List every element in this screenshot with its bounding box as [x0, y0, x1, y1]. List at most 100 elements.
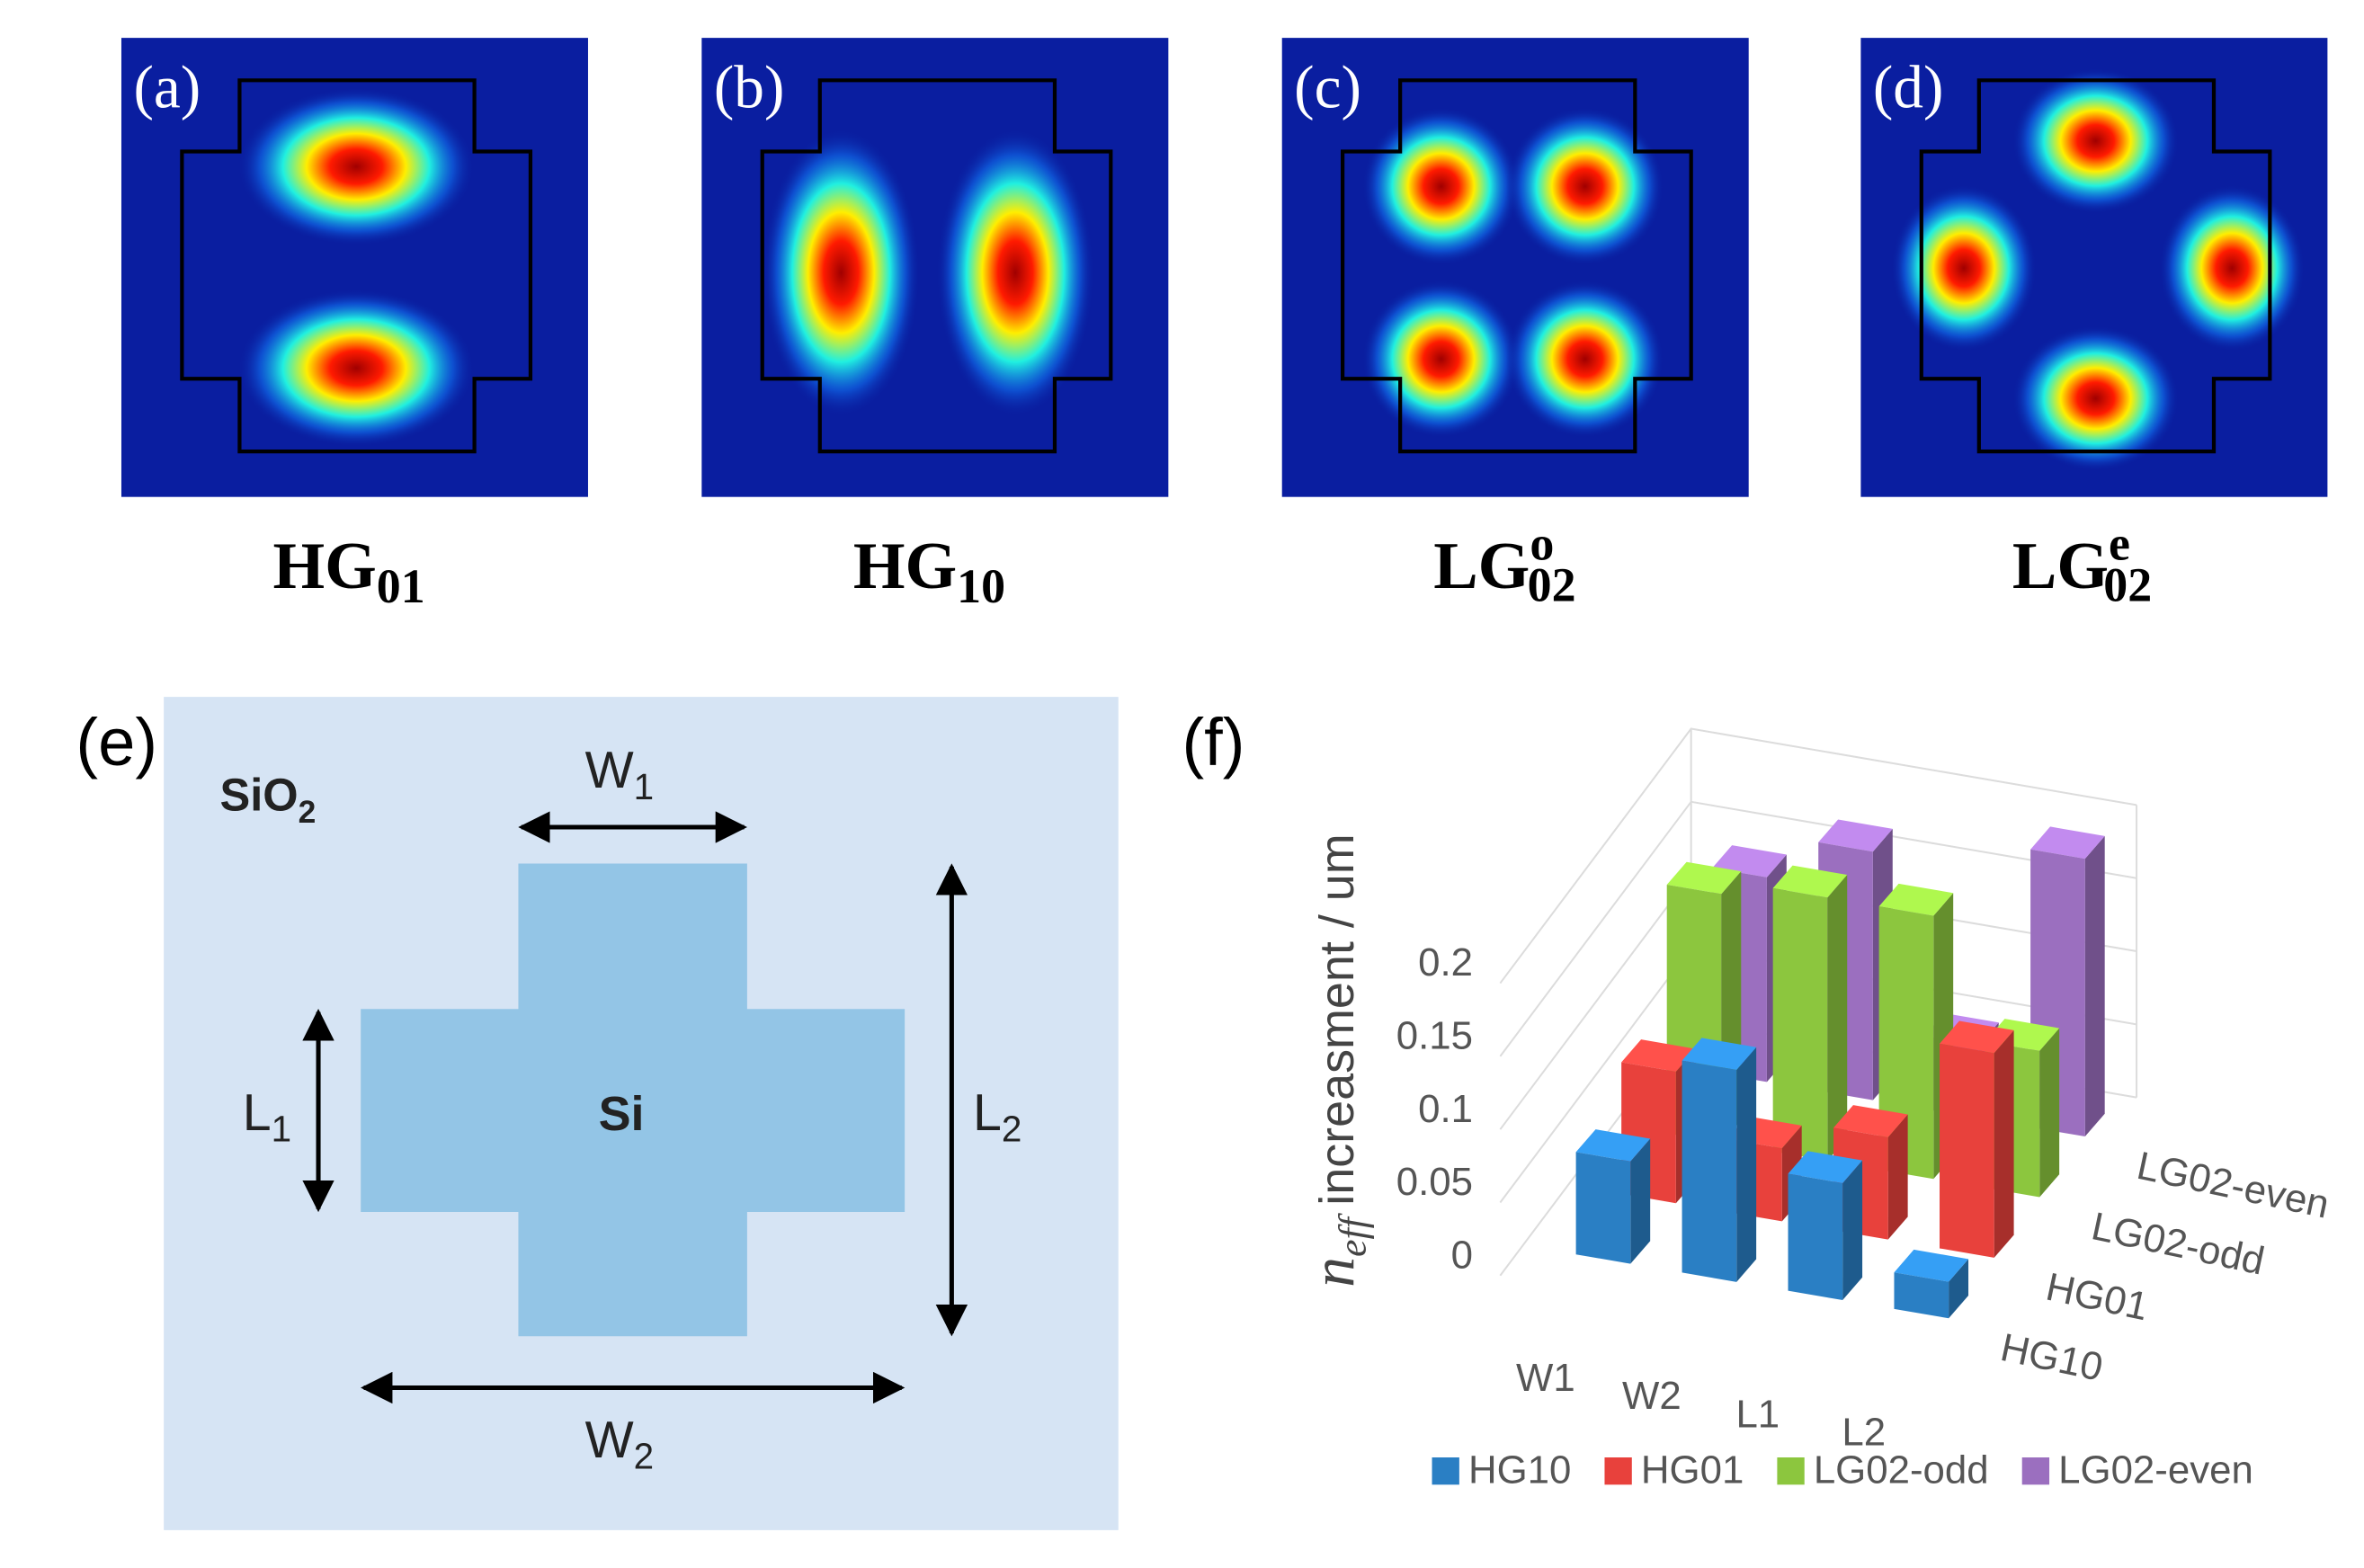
dimension-label-sub: 1 [272, 1109, 292, 1150]
field-lobe [1506, 107, 1664, 265]
mode-caption-sub: 02 [1528, 558, 1576, 612]
y-axis-label: neff increasment / um [1299, 833, 1374, 1287]
bar [1788, 1173, 1843, 1301]
legend-swatch [1432, 1457, 1459, 1485]
legend-label: HG10 [1468, 1448, 1571, 1492]
bar-side [1949, 1259, 1969, 1319]
cladding-base: SiO [220, 769, 299, 820]
mode-caption-base: LG [1433, 530, 1530, 603]
bar-top [1833, 1105, 1908, 1137]
panel-label: (b) [714, 54, 785, 121]
y-label-sub: eff [1331, 1212, 1374, 1257]
bar-top [1788, 1151, 1863, 1183]
bar-side [1827, 875, 1848, 1162]
bar [1940, 1043, 1994, 1258]
series-axis-label: LG02-odd [2088, 1204, 2269, 1283]
dimension-label-sub: 1 [634, 766, 655, 807]
core-label: Si [599, 1087, 645, 1141]
dimension-label-sub: 2 [1002, 1109, 1021, 1150]
waveguide-outline [760, 78, 1113, 454]
bar [1878, 906, 1934, 1180]
field-lobe [237, 87, 475, 245]
bar-top [1940, 1020, 2014, 1054]
waveguide-outline [1919, 78, 2272, 454]
mode-caption-base: LG [2012, 530, 2109, 603]
mode-caption-base: HG [853, 530, 957, 603]
waveguide-outline [180, 78, 533, 454]
x-tick-label: W1 [1516, 1356, 1575, 1400]
bar-top [1621, 1039, 1696, 1072]
mode-panel: (c) [1281, 38, 1749, 497]
y-tick-label: 0.05 [1396, 1160, 1473, 1204]
bar-top [1682, 1038, 1757, 1071]
panel-label: (f) [1182, 705, 1245, 780]
legend-label: HG01 [1641, 1448, 1744, 1492]
y-tick-label: 0.15 [1396, 1013, 1473, 1057]
mode-caption: LGo 02 [1433, 517, 1575, 612]
x-tick-label: L2 [1842, 1411, 1886, 1455]
field-lobe [1362, 280, 1521, 438]
mode-panel: (b) [701, 38, 1169, 497]
field-lobe [1362, 107, 1521, 265]
dimension-label: L2 [973, 1084, 1021, 1150]
mode-panel: (d) [1860, 38, 2328, 497]
dimension-label-base: L [973, 1084, 1002, 1142]
panel-label: (e) [76, 705, 157, 780]
x-tick-label: L1 [1735, 1392, 1780, 1436]
mode-caption-sub: 02 [2103, 558, 2152, 612]
dimension-label: L1 [243, 1084, 291, 1150]
bar-top [1818, 819, 1893, 852]
legend-label: LG02-even [2058, 1448, 2253, 1492]
dimension-label: W1 [585, 742, 655, 807]
bar-top [2030, 826, 2105, 860]
mode-caption-sup: o [1530, 517, 1554, 571]
mode-caption-sup: e [2109, 517, 2130, 571]
field-lobe [1891, 184, 2037, 352]
field-background [1281, 38, 1749, 497]
field-lobe [237, 289, 475, 448]
field-lobe [2159, 184, 2306, 352]
legend-label: LG02-odd [1814, 1448, 1989, 1492]
waveguide-outline [1341, 78, 1693, 454]
mode-caption: HG10 [853, 530, 1005, 613]
cladding-label: SiO2 [220, 769, 317, 829]
series-axis-label: HG10 [1997, 1325, 2107, 1390]
y-tick-label: 0.2 [1418, 940, 1473, 984]
panel-label: (a) [133, 54, 201, 121]
field-lobe [936, 129, 1094, 417]
bar-side [1842, 1160, 1863, 1301]
dimension-label-sub: 2 [634, 1436, 655, 1477]
dimension-label-base: W [585, 742, 634, 799]
bar-side [1736, 1047, 1757, 1282]
y-tick-label: 0.1 [1418, 1087, 1473, 1131]
bar-top [1575, 1129, 1651, 1162]
legend-swatch [1777, 1457, 1805, 1485]
mode-panels: (a)HG01(b)HG10(c)LGo 02(d)LGe 02 [120, 38, 2328, 613]
bar [1682, 1060, 1737, 1282]
field-lobe [762, 129, 920, 417]
bar [1894, 1272, 1949, 1319]
core-cross [361, 863, 905, 1337]
y-label-symbol: n [1299, 1257, 1367, 1287]
y-label-rest: increasment / um [1310, 833, 1364, 1205]
field-lobe [2012, 67, 2180, 214]
bar-side [2039, 1028, 2060, 1198]
bar [1772, 887, 1828, 1162]
series-axis-label: HG01 [2042, 1265, 2152, 1330]
mode-caption-sub: 10 [957, 559, 1005, 613]
mode-caption: HG01 [272, 530, 424, 613]
panel-label: (d) [1873, 54, 1944, 121]
bar-top [1878, 883, 1954, 916]
bar-chart-3d: (f) 0 0.05 0.1 0.15 0.2 neff increasment / um W… [1182, 705, 2333, 1492]
mode-caption-base: HG [272, 530, 376, 603]
dimension-label-base: W [585, 1412, 634, 1469]
mode-caption: LGe 02 [2012, 517, 2152, 612]
bar-top [1712, 845, 1787, 878]
bar [1575, 1152, 1631, 1264]
dimension-label: W2 [585, 1412, 655, 1477]
panel-label: (c) [1294, 54, 1361, 121]
bar-side [2084, 835, 2105, 1137]
mode-panel: (a) [120, 38, 588, 497]
